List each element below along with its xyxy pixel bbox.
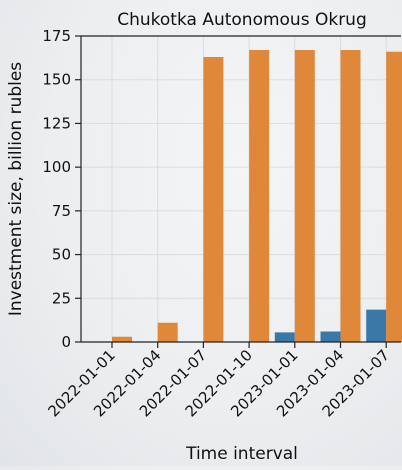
y-tick-label: 100 — [42, 158, 71, 176]
bar — [203, 56, 224, 343]
bars — [112, 49, 402, 343]
y-tick-label: 175 — [42, 27, 71, 45]
axes — [80, 35, 401, 343]
y-ticks: 0 25 50 75 100 125 150 175 — [42, 27, 81, 351]
y-tick-label: 125 — [42, 114, 71, 132]
y-tick-label: 150 — [42, 71, 71, 89]
y-tick-label: 25 — [52, 289, 71, 307]
bar — [340, 49, 361, 342]
bar — [274, 332, 295, 342]
bar — [366, 309, 387, 342]
bar — [386, 51, 402, 342]
bar — [249, 49, 270, 342]
x-ticks: 2022-01-012022-01-042022-01-072022-01-10… — [44, 342, 393, 420]
y-tick-label: 75 — [52, 202, 71, 220]
y-axis-label: Investment size, billion rubles — [6, 62, 26, 316]
bar — [320, 331, 341, 342]
bar — [112, 336, 132, 342]
bar — [294, 49, 315, 342]
x-axis-label: Time interval — [185, 444, 298, 464]
bar — [157, 322, 178, 342]
y-tick-label: 0 — [61, 333, 71, 351]
chart-title: Chukotka Autonomous Okrug — [117, 10, 367, 30]
y-tick-label: 50 — [52, 246, 71, 264]
